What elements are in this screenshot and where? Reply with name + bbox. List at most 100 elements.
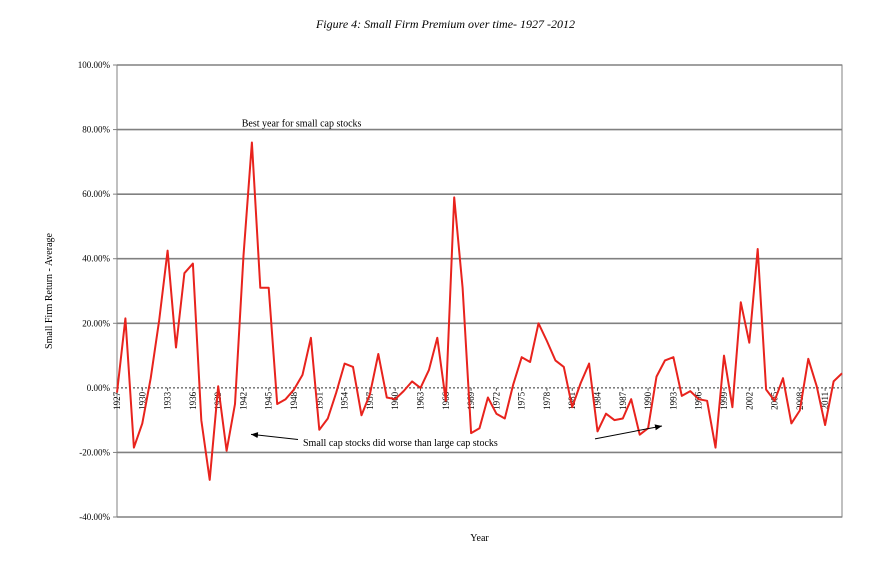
data-point-2013	[841, 372, 843, 374]
annotation-best-year: Best year for small cap stocks	[242, 118, 362, 129]
data-point-1995	[689, 390, 691, 392]
x-tick-label: 1969	[466, 391, 476, 410]
data-point-1960	[394, 398, 396, 400]
data-point-1934	[175, 347, 177, 349]
data-point-2012	[833, 380, 835, 382]
x-tick-label: 1999	[719, 391, 729, 410]
data-point-1950	[310, 337, 312, 339]
x-tick-label: 2008	[795, 391, 805, 410]
x-tick-label: 1939	[213, 391, 223, 410]
data-point-1932	[158, 319, 160, 321]
data-point-1931	[150, 377, 152, 379]
data-point-1997	[706, 400, 708, 402]
data-point-2010	[816, 385, 818, 387]
data-point-1930	[141, 422, 143, 424]
data-point-1953	[335, 392, 337, 394]
data-point-1991	[656, 376, 658, 378]
x-tick-label: 1987	[618, 391, 628, 410]
x-tick-label: 1951	[314, 392, 324, 410]
data-point-1972	[495, 413, 497, 415]
data-point-1949	[301, 374, 303, 376]
chart-title: Figure 4: Small Firm Premium over time- …	[315, 17, 576, 31]
data-point-2002	[748, 342, 750, 344]
data-point-1927	[116, 392, 118, 394]
data-point-1984	[597, 430, 599, 432]
y-axis: 100.00% 80.00% 60.00% 40.00% 20.00% 0.00% -20.…	[78, 60, 117, 522]
data-point-1929	[133, 447, 135, 449]
data-point-1961	[403, 390, 405, 392]
y-tick-label: 20.00%	[82, 318, 110, 328]
data-point-1936	[192, 263, 194, 265]
y-tick-label: 80.00%	[82, 125, 110, 135]
data-point-1942	[242, 254, 244, 256]
y-axis-label: Small Firm Return - Average	[44, 232, 55, 348]
data-point-1938	[209, 479, 211, 481]
data-point-1983	[588, 363, 590, 365]
x-tick-label: 1942	[238, 392, 248, 410]
data-point-1943	[251, 141, 253, 143]
data-point-1928	[124, 317, 126, 319]
data-point-1999	[723, 355, 725, 357]
data-point-1981	[571, 406, 573, 408]
data-point-1969	[470, 432, 472, 434]
x-tick-label: 2011	[820, 392, 830, 410]
data-point-1955	[352, 366, 354, 368]
data-point-2009	[807, 358, 809, 360]
data-point-2001	[740, 301, 742, 303]
data-point-1935	[183, 272, 185, 274]
annotation-arrow-right	[594, 424, 663, 440]
data-point-1974	[512, 384, 514, 386]
series-line-small-firm-premium	[116, 141, 843, 481]
annotation-worse-than-large-cap: Small cap stocks did worse than large ca…	[303, 438, 498, 449]
data-point-1940	[226, 450, 228, 452]
data-point-1956	[360, 414, 362, 416]
data-point-1994	[681, 395, 683, 397]
data-point-1970	[479, 427, 481, 429]
x-tick-label: 1933	[163, 391, 173, 410]
data-point-1966	[445, 400, 447, 402]
data-point-1954	[344, 363, 346, 365]
data-point-1963	[419, 387, 421, 389]
data-point-2005	[774, 400, 776, 402]
data-point-1986	[613, 419, 615, 421]
x-axis-label: Year	[470, 533, 489, 544]
data-point-1957	[369, 393, 371, 395]
data-point-1947	[285, 398, 287, 400]
data-point-1996	[698, 398, 700, 400]
data-point-1941	[234, 403, 236, 405]
x-tick-label: 1948	[289, 391, 299, 410]
data-point-2008	[799, 409, 801, 411]
data-point-2006	[782, 377, 784, 379]
y-tick-label: 60.00%	[82, 189, 110, 199]
x-tick-label: 1972	[491, 392, 501, 410]
x-tick-label: 1978	[542, 391, 552, 410]
y-tick-label: -20.00%	[79, 447, 110, 457]
data-point-2004	[765, 388, 767, 390]
data-point-1951	[318, 429, 320, 431]
data-point-1948	[293, 388, 295, 390]
data-point-1952	[327, 418, 329, 420]
x-tick-label: 1996	[694, 391, 704, 410]
data-point-2007	[790, 422, 792, 424]
x-tick-label: 1930	[137, 391, 147, 410]
x-tick-label: 1993	[668, 391, 678, 410]
data-point-1937	[200, 419, 202, 421]
data-point-1978	[546, 340, 548, 342]
data-point-1933	[167, 250, 169, 252]
plot-area-border	[116, 64, 843, 518]
x-tick-label: 1960	[390, 391, 400, 410]
x-tick-label: 1990	[643, 391, 653, 410]
data-point-1992	[664, 359, 666, 361]
data-point-1962	[411, 380, 413, 382]
data-point-1959	[386, 397, 388, 399]
y-tick-label: -40.00%	[79, 512, 110, 522]
x-tick-label: 1963	[415, 391, 425, 410]
data-point-1985	[605, 413, 607, 415]
y-tick-label: 100.00%	[78, 60, 111, 70]
data-point-1939	[217, 385, 219, 387]
data-point-1958	[377, 353, 379, 355]
data-point-1980	[563, 366, 565, 368]
data-point-1944	[259, 287, 261, 289]
x-tick-label: 1936	[188, 391, 198, 410]
data-point-2000	[731, 406, 733, 408]
